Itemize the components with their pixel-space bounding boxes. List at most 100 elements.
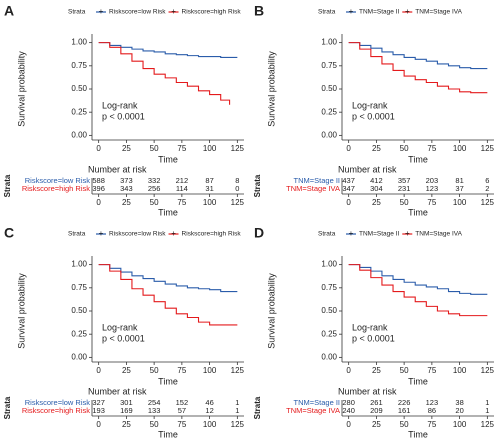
risk-count: 301 bbox=[120, 398, 133, 407]
x-axis-label: Time bbox=[408, 376, 428, 386]
table-row-label: Riskscore=high Risk bbox=[22, 184, 90, 193]
y-axis-label: Survival probability bbox=[266, 51, 276, 127]
risk-count: 209 bbox=[370, 406, 383, 415]
table-row-label: TNM=Stage II bbox=[294, 398, 340, 407]
risk-count: 231 bbox=[398, 184, 411, 193]
x-tick-label: 100 bbox=[453, 366, 467, 375]
table-x-tick-label: 50 bbox=[150, 420, 159, 429]
risk-count: 12 bbox=[205, 406, 213, 415]
table-x-axis-label: Time bbox=[408, 429, 428, 439]
annotation: p < 0.0001 bbox=[352, 333, 395, 343]
y-tick-label: 0.25 bbox=[71, 329, 87, 338]
x-tick-label: 125 bbox=[231, 366, 245, 375]
x-tick-label: 125 bbox=[481, 366, 495, 375]
legend-cross: + bbox=[405, 229, 410, 238]
legend-label: TNM=Stage II bbox=[359, 9, 399, 16]
legend-cross: + bbox=[171, 229, 176, 238]
table-x-axis-label: Time bbox=[158, 429, 178, 439]
x-axis-label: Time bbox=[408, 154, 428, 164]
annotation: Log-rank bbox=[102, 100, 138, 110]
table-x-tick-label: 0 bbox=[96, 420, 101, 429]
survival-curve bbox=[98, 264, 238, 326]
legend-title: Strata bbox=[318, 231, 336, 238]
risk-count: 20 bbox=[455, 406, 463, 415]
table-x-tick-label: 25 bbox=[372, 420, 381, 429]
table-x-tick-label: 0 bbox=[96, 198, 101, 207]
survival-curve bbox=[98, 42, 238, 59]
x-tick-label: 25 bbox=[122, 144, 131, 153]
table-row-label: TNM=Stage IVA bbox=[286, 184, 340, 193]
risk-count: 1 bbox=[485, 406, 489, 415]
table-y-label: Strata bbox=[253, 396, 262, 419]
x-tick-label: 25 bbox=[372, 366, 381, 375]
x-tick-label: 100 bbox=[453, 144, 467, 153]
annotation: p < 0.0001 bbox=[352, 111, 395, 121]
risk-count: 123 bbox=[426, 184, 439, 193]
table-x-tick-label: 100 bbox=[203, 198, 217, 207]
risk-count: 588 bbox=[92, 176, 105, 185]
y-tick-label: 1.00 bbox=[71, 260, 87, 269]
annotation: p < 0.0001 bbox=[102, 333, 145, 343]
risk-count: 212 bbox=[176, 176, 189, 185]
legend-cross: + bbox=[99, 7, 104, 16]
risk-table-title: Number at risk bbox=[88, 386, 147, 396]
risk-count: 133 bbox=[148, 406, 161, 415]
legend-label: TNM=Stage II bbox=[359, 231, 399, 238]
legend-label: Riskscore=low Risk bbox=[109, 9, 166, 16]
table-x-tick-label: 125 bbox=[481, 198, 495, 207]
risk-count: 357 bbox=[398, 176, 411, 185]
risk-count: 1 bbox=[235, 398, 239, 407]
y-tick-label: 0.75 bbox=[71, 61, 87, 70]
y-tick-label: 0.00 bbox=[321, 352, 337, 361]
risk-count: 38 bbox=[455, 398, 463, 407]
x-tick-label: 125 bbox=[231, 144, 245, 153]
x-tick-label: 0 bbox=[346, 144, 351, 153]
legend-cross: + bbox=[99, 229, 104, 238]
table-x-tick-label: 0 bbox=[346, 420, 351, 429]
y-axis-label: Survival probability bbox=[16, 51, 26, 127]
y-tick-label: 0.00 bbox=[71, 130, 87, 139]
table-x-tick-label: 25 bbox=[372, 198, 381, 207]
risk-count: 373 bbox=[120, 176, 133, 185]
x-tick-label: 100 bbox=[203, 144, 217, 153]
x-tick-label: 50 bbox=[400, 366, 409, 375]
risk-count: 327 bbox=[92, 398, 105, 407]
table-x-tick-label: 75 bbox=[177, 198, 186, 207]
risk-count: 1 bbox=[485, 398, 489, 407]
risk-count: 254 bbox=[148, 398, 161, 407]
table-x-tick-label: 75 bbox=[177, 420, 186, 429]
annotation: Log-rank bbox=[102, 322, 138, 332]
table-row-label: TNM=Stage II bbox=[294, 176, 340, 185]
risk-count: 1 bbox=[235, 406, 239, 415]
table-row-label: Riskscore=low Risk bbox=[25, 176, 90, 185]
x-tick-label: 50 bbox=[150, 144, 159, 153]
legend-cross: + bbox=[171, 7, 176, 16]
table-x-tick-label: 75 bbox=[427, 198, 436, 207]
x-tick-label: 0 bbox=[96, 366, 101, 375]
x-tick-label: 50 bbox=[150, 366, 159, 375]
risk-count: 347 bbox=[342, 184, 355, 193]
risk-count: 57 bbox=[178, 406, 186, 415]
annotation: p < 0.0001 bbox=[102, 111, 145, 121]
x-tick-label: 0 bbox=[96, 144, 101, 153]
risk-count: 161 bbox=[398, 406, 411, 415]
table-y-label: Strata bbox=[3, 174, 12, 197]
table-x-tick-label: 100 bbox=[453, 420, 467, 429]
table-x-tick-label: 50 bbox=[400, 198, 409, 207]
table-x-tick-label: 50 bbox=[150, 198, 159, 207]
legend-title: Strata bbox=[68, 9, 86, 16]
risk-count: 396 bbox=[92, 184, 105, 193]
risk-count: 123 bbox=[426, 398, 439, 407]
y-tick-label: 1.00 bbox=[71, 38, 87, 47]
risk-count: 152 bbox=[176, 398, 189, 407]
survival-curve bbox=[348, 42, 488, 70]
risk-count: 343 bbox=[120, 184, 133, 193]
x-tick-label: 75 bbox=[177, 144, 186, 153]
legend-label: Riskscore=high Risk bbox=[182, 231, 242, 238]
risk-count: 203 bbox=[426, 176, 439, 185]
risk-count: 412 bbox=[370, 176, 383, 185]
x-axis-label: Time bbox=[158, 376, 178, 386]
table-x-tick-label: 25 bbox=[122, 420, 131, 429]
x-tick-label: 75 bbox=[177, 366, 186, 375]
